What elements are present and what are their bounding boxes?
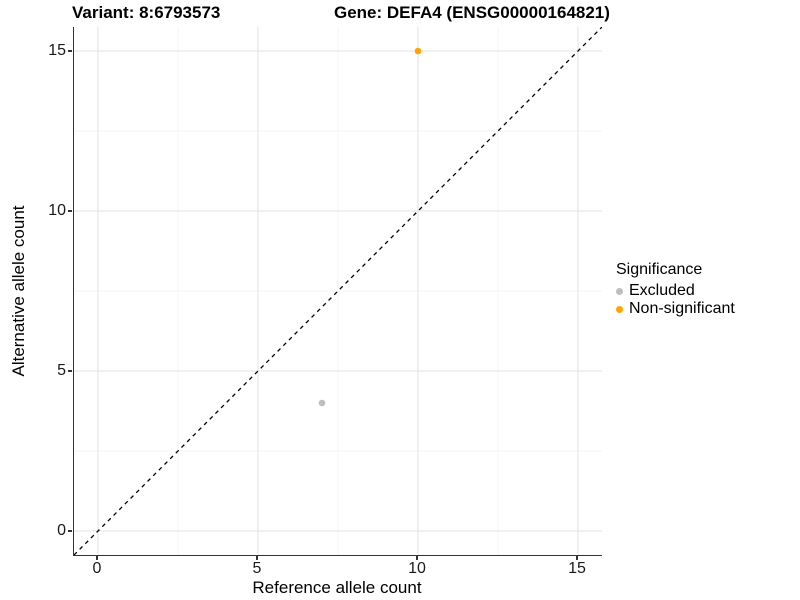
x-axis-title: Reference allele count: [252, 578, 422, 597]
y-tick-label: 10: [48, 202, 66, 219]
y-tick-mark: [68, 530, 72, 532]
y-tick-label: 15: [48, 42, 66, 59]
plot-title-gene: Gene: DEFA4 (ENSG00000164821): [334, 3, 610, 22]
x-tick-mark: [416, 556, 418, 560]
x-tick-label: 15: [568, 560, 586, 577]
data-point-excluded: [318, 399, 326, 407]
x-tick-mark: [96, 556, 98, 560]
plot-canvas: [74, 27, 602, 555]
data-point-non-significant: [414, 47, 422, 55]
x-tick-label: 0: [92, 560, 102, 577]
legend-item-excluded: Excluded: [616, 282, 735, 300]
plot-title-variant: Variant: 8:6793573: [72, 3, 221, 22]
legend-dot-excluded-icon: [616, 287, 623, 295]
legend-label-excluded: Excluded: [629, 282, 695, 299]
y-axis-title: Alternative allele count: [9, 205, 28, 377]
y-tick-mark: [68, 210, 72, 212]
legend-label-non-significant: Non-significant: [629, 300, 735, 317]
plot-panel: [73, 27, 602, 556]
legend-title: Significance: [616, 261, 703, 278]
y-tick-mark: [68, 50, 72, 52]
x-tick-label: 5: [252, 560, 262, 577]
x-tick-mark: [576, 556, 578, 560]
x-tick-mark: [256, 556, 258, 560]
legend-item-non-significant: Non-significant: [616, 300, 735, 318]
legend-dot-non-significant-icon: [616, 305, 623, 313]
x-tick-label: 10: [408, 560, 426, 577]
y-tick-mark: [68, 370, 72, 372]
y-tick-label: 0: [57, 522, 66, 539]
legend: Significance Excluded Non-significant: [616, 261, 735, 318]
y-tick-label: 5: [57, 362, 66, 379]
